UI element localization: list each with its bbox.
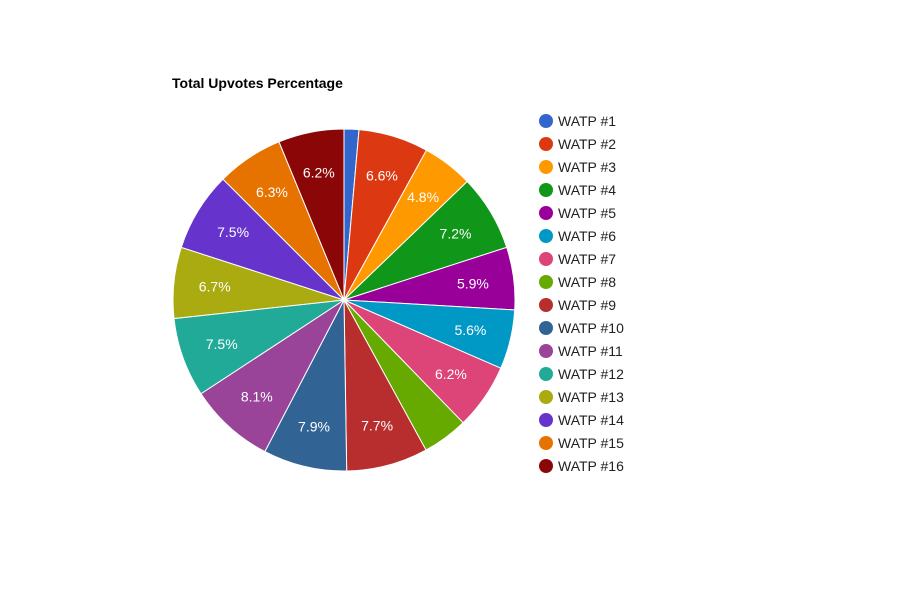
legend-marker-5 — [539, 206, 553, 220]
legend-item-5[interactable]: WATP #5 — [539, 205, 616, 221]
slice-label-4: 7.2% — [440, 225, 472, 241]
legend-item-9[interactable]: WATP #9 — [539, 297, 616, 313]
legend-label-1: WATP #1 — [558, 113, 616, 129]
legend-marker-2 — [539, 137, 553, 151]
legend-label-3: WATP #3 — [558, 159, 616, 175]
legend-label-15: WATP #15 — [558, 435, 624, 451]
legend-item-14[interactable]: WATP #14 — [539, 412, 624, 428]
legend-marker-7 — [539, 252, 553, 266]
slice-label-10: 7.9% — [298, 419, 330, 435]
slice-label-3: 4.8% — [407, 189, 439, 205]
legend-item-12[interactable]: WATP #12 — [539, 366, 624, 382]
legend-marker-14 — [539, 413, 553, 427]
chart-title: Total Upvotes Percentage — [172, 75, 343, 91]
legend-marker-4 — [539, 183, 553, 197]
legend-item-13[interactable]: WATP #13 — [539, 389, 624, 405]
slice-label-16: 6.2% — [303, 165, 335, 181]
legend-item-2[interactable]: WATP #2 — [539, 136, 616, 152]
legend-marker-16 — [539, 459, 553, 473]
legend-item-10[interactable]: WATP #10 — [539, 320, 624, 336]
slice-label-7: 6.2% — [435, 366, 467, 382]
slice-label-15: 6.3% — [256, 184, 288, 200]
legend-item-1[interactable]: WATP #1 — [539, 113, 616, 129]
legend-item-11[interactable]: WATP #11 — [539, 343, 623, 359]
slice-label-5: 5.9% — [457, 276, 489, 292]
legend-label-16: WATP #16 — [558, 458, 624, 474]
legend-label-13: WATP #13 — [558, 389, 624, 405]
legend-label-14: WATP #14 — [558, 412, 624, 428]
legend-marker-15 — [539, 436, 553, 450]
legend-marker-13 — [539, 390, 553, 404]
legend-label-7: WATP #7 — [558, 251, 616, 267]
legend-item-7[interactable]: WATP #7 — [539, 251, 616, 267]
legend-label-6: WATP #6 — [558, 228, 616, 244]
slice-label-11: 8.1% — [241, 388, 273, 404]
legend-label-4: WATP #4 — [558, 182, 616, 198]
legend-item-4[interactable]: WATP #4 — [539, 182, 616, 198]
legend-item-16[interactable]: WATP #16 — [539, 458, 624, 474]
legend-marker-11 — [539, 344, 553, 358]
legend-item-3[interactable]: WATP #3 — [539, 159, 616, 175]
slice-label-9: 7.7% — [361, 418, 393, 434]
legend-marker-6 — [539, 229, 553, 243]
legend-label-10: WATP #10 — [558, 320, 624, 336]
slice-label-6: 5.6% — [454, 322, 486, 338]
legend-item-6[interactable]: WATP #6 — [539, 228, 616, 244]
legend-item-15[interactable]: WATP #15 — [539, 435, 624, 451]
slice-label-2: 6.6% — [366, 168, 398, 184]
legend: WATP #1 WATP #2 WATP #3 WATP #4 WATP #5 WATP … — [539, 113, 624, 474]
slice-label-12: 7.5% — [206, 336, 238, 352]
pie-slices — [172, 128, 516, 472]
legend-marker-10 — [539, 321, 553, 335]
slice-label-13: 6.7% — [199, 279, 231, 295]
slice-label-14: 7.5% — [217, 224, 249, 240]
legend-label-11: WATP #11 — [558, 343, 623, 359]
legend-marker-8 — [539, 275, 553, 289]
pie-slice-labels: 6.6% 4.8% 7.2% 5.9% 5.6% 6.2% 7.7% 7.9% 8.1% 7.5%… — [199, 165, 489, 435]
legend-label-8: WATP #8 — [558, 274, 616, 290]
legend-label-2: WATP #2 — [558, 136, 616, 152]
pie-slice-16[interactable] — [278, 128, 345, 301]
legend-marker-12 — [539, 367, 553, 381]
legend-item-8[interactable]: WATP #8 — [539, 274, 616, 290]
legend-marker-1 — [539, 114, 553, 128]
legend-label-12: WATP #12 — [558, 366, 624, 382]
legend-marker-9 — [539, 298, 553, 312]
legend-label-9: WATP #9 — [558, 297, 616, 313]
legend-marker-3 — [539, 160, 553, 174]
legend-label-5: WATP #5 — [558, 205, 616, 221]
